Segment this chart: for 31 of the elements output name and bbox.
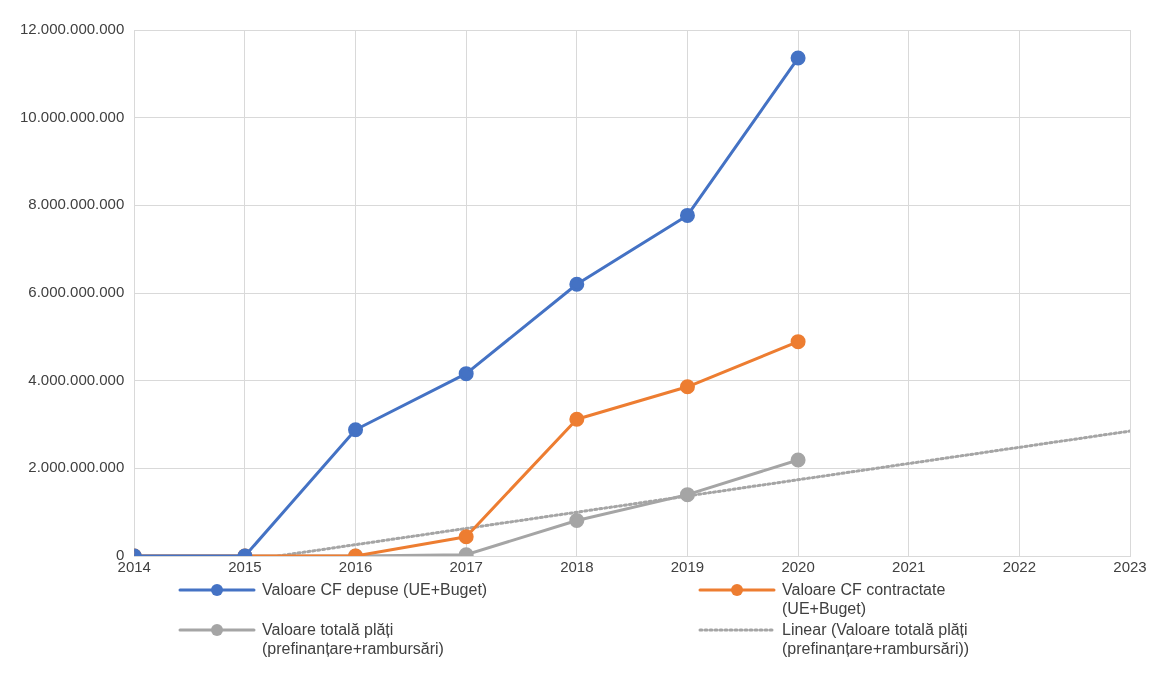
point (790, 452, 806, 468)
point (458, 529, 474, 545)
legend-label: Valoare CF depuse (UE+Buget) (262, 580, 488, 599)
x-tick-label: 2022 (1002, 558, 1037, 576)
y-tick-label: 2.000.000.000 (28, 458, 125, 476)
y-tick-label: 4.000.000.000 (28, 370, 125, 388)
point (790, 50, 806, 66)
point (569, 276, 585, 292)
x-tick-label: 2019 (670, 558, 705, 576)
point (348, 422, 364, 438)
y-tick-label: 10.000.000.000 (19, 107, 125, 125)
point (679, 207, 695, 223)
y-tick-label: 8.000.000.000 (28, 195, 125, 213)
point (458, 366, 474, 382)
x-tick-label: 2021 (892, 558, 926, 576)
legend-label: Linear (Valoare totală plăți (prefinanțare+rambursări)) (782, 620, 971, 658)
point (679, 379, 695, 395)
x-tick-label: 2015 (228, 558, 262, 576)
legend-label: Valoare CF contractate (UE+Buget) (782, 580, 947, 618)
x-tick-label: 2016 (338, 558, 373, 576)
x-tick-label: 2020 (781, 558, 815, 576)
x-tick-label: 2017 (449, 558, 483, 576)
point (569, 411, 585, 427)
point (790, 334, 806, 350)
point (569, 513, 585, 528)
legend-label: Valoare totală plăți (prefinanțare+rambursări) (262, 620, 445, 658)
point (679, 487, 695, 503)
x-tick-label: 2018 (560, 558, 594, 576)
x-tick-label: 2023 (1113, 558, 1147, 576)
y-tick-label: 6.000.000.000 (28, 283, 125, 301)
y-tick-label: 12.000.000.000 (19, 20, 125, 38)
